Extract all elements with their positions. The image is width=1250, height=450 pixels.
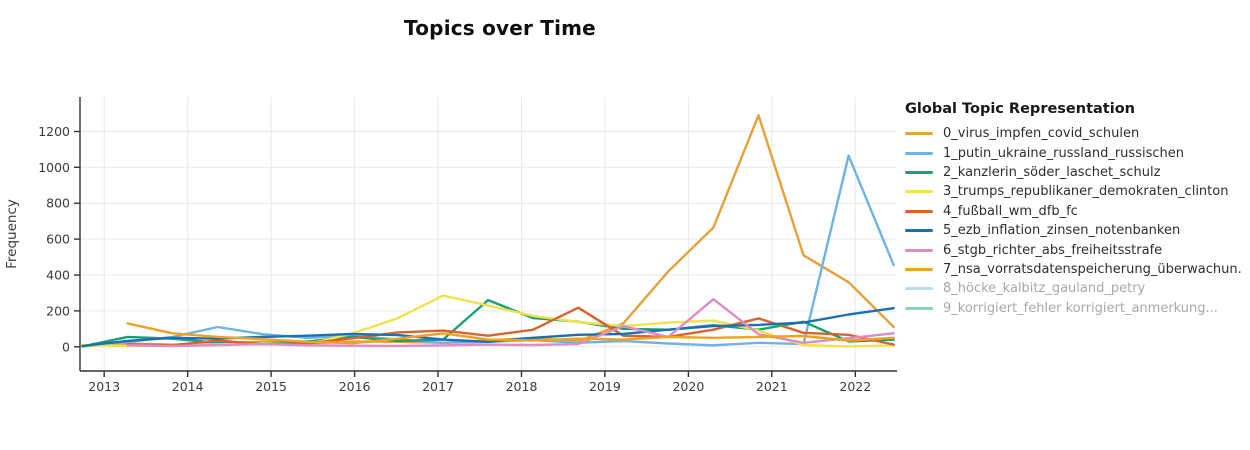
legend-item-4[interactable]: 4_fußball_wm_dfb_fc	[905, 202, 1250, 221]
legend-item-label: 0_virus_impfen_covid_schulen	[943, 126, 1140, 142]
x-tick-label: 2016	[339, 379, 371, 394]
legend-line-swatch-icon	[905, 170, 933, 174]
y-tick-label: 200	[46, 303, 70, 318]
legend-item-3[interactable]: 3_trumps_republikaner_demokraten_clinton	[905, 182, 1250, 201]
legend-line-swatch-icon	[905, 190, 933, 194]
series-line-5_ezb_inflation_zinsen_notenbanken[interactable]	[81, 307, 895, 348]
series-line-7_nsa_vorratsdatenspeicherung_überwachun.[interactable]	[126, 322, 895, 345]
legend-item-7[interactable]: 7_nsa_vorratsdatenspeicherung_überwachun…	[905, 260, 1250, 279]
x-tick-label: 2015	[255, 379, 287, 394]
chart-title: Topics over Time	[404, 16, 596, 40]
legend-line-swatch-icon	[905, 287, 933, 291]
legend-line-swatch-icon	[905, 209, 933, 213]
legend-line-swatch-icon	[905, 229, 933, 233]
legend-line-swatch-icon	[905, 306, 933, 310]
legend-item-label: 3_trumps_republikaner_demokraten_clinton	[943, 184, 1229, 200]
legend-item-label: 2_kanzlerin_söder_laschet_schulz	[943, 164, 1161, 180]
x-tick-label: 2017	[422, 379, 454, 394]
legend: Global Topic Representation 0_virus_impf…	[905, 101, 1250, 318]
x-tick-label: 2014	[172, 379, 204, 394]
legend-item-label: 9_korrigiert_fehler korrigiert_anmerkung…	[943, 300, 1218, 316]
y-tick-label: 1000	[38, 160, 70, 175]
legend-line-swatch-icon	[905, 151, 933, 155]
y-tick-label: 1200	[38, 124, 70, 139]
legend-item-8[interactable]: 8_höcke_kalbitz_gauland_petry	[905, 279, 1250, 298]
x-tick-label: 2022	[839, 379, 871, 394]
y-tick-label: 600	[46, 232, 70, 247]
x-tick-label: 2018	[506, 379, 538, 394]
legend-item-label: 4_fußball_wm_dfb_fc	[943, 203, 1078, 219]
legend-item-9[interactable]: 9_korrigiert_fehler korrigiert_anmerkung…	[905, 299, 1250, 318]
legend-item-label: 7_nsa_vorratsdatenspeicherung_überwachun…	[943, 261, 1242, 277]
x-tick-label: 2019	[589, 379, 621, 394]
y-tick-label: 400	[46, 268, 70, 283]
legend-item-6[interactable]: 6_stgb_richter_abs_freiheitsstrafe	[905, 240, 1250, 259]
legend-item-2[interactable]: 2_kanzlerin_söder_laschet_schulz	[905, 163, 1250, 182]
legend-item-label: 1_putin_ukraine_russland_russischen	[943, 145, 1184, 161]
legend-item-label: 6_stgb_richter_abs_freiheitsstrafe	[943, 242, 1163, 258]
legend-item-label: 5_ezb_inflation_zinsen_notenbanken	[943, 223, 1181, 239]
legend-item-1[interactable]: 1_putin_ukraine_russland_russischen	[905, 143, 1250, 162]
legend-item-0[interactable]: 0_virus_impfen_covid_schulen	[905, 124, 1250, 143]
y-axis-title: Frequency	[4, 199, 20, 269]
x-tick-label: 2020	[672, 379, 704, 394]
y-tick-label: 0	[62, 339, 70, 354]
x-tick-label: 2013	[88, 379, 120, 394]
legend-line-swatch-icon	[905, 267, 933, 271]
legend-title: Global Topic Representation	[905, 101, 1135, 117]
legend-line-swatch-icon	[905, 248, 933, 252]
legend-item-label: 8_höcke_kalbitz_gauland_petry	[943, 281, 1146, 297]
legend-items: 0_virus_impfen_covid_schulen 1_putin_ukra…	[905, 124, 1250, 318]
x-tick-label: 2021	[756, 379, 788, 394]
legend-line-swatch-icon	[905, 132, 933, 136]
y-tick-label: 800	[46, 196, 70, 211]
legend-item-5[interactable]: 5_ezb_inflation_zinsen_notenbanken	[905, 221, 1250, 240]
